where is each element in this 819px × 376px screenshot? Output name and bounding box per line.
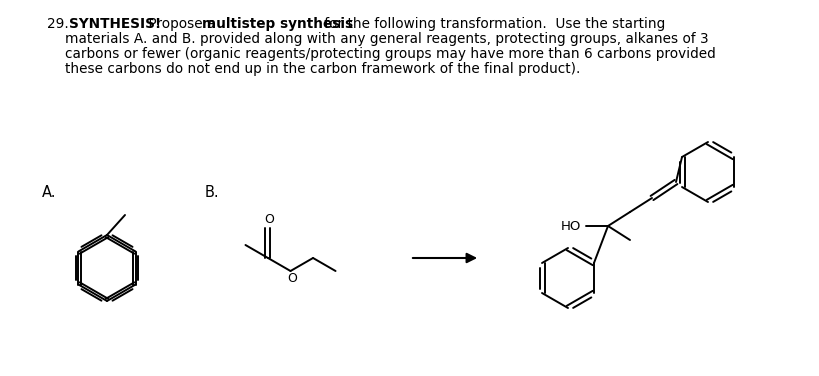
Text: these carbons do not end up in the carbon framework of the final product).: these carbons do not end up in the carbo…	[65, 62, 580, 76]
Text: 29.: 29.	[47, 17, 69, 31]
Text: for the following transformation.  Use the starting: for the following transformation. Use th…	[319, 17, 664, 31]
Text: O: O	[287, 272, 297, 285]
Text: carbons or fewer (organic reagents/protecting groups may have more than 6 carbon: carbons or fewer (organic reagents/prote…	[65, 47, 715, 61]
Text: materials A. and B. provided along with any general reagents, protecting groups,: materials A. and B. provided along with …	[65, 32, 708, 46]
Text: B.: B.	[205, 185, 219, 200]
Text: Propose a: Propose a	[144, 17, 219, 31]
Text: multistep synthesis: multistep synthesis	[201, 17, 353, 31]
Text: HO: HO	[560, 220, 581, 232]
Text: A.: A.	[42, 185, 57, 200]
Text: O: O	[264, 213, 274, 226]
Text: SYNTHESIS!: SYNTHESIS!	[69, 17, 161, 31]
